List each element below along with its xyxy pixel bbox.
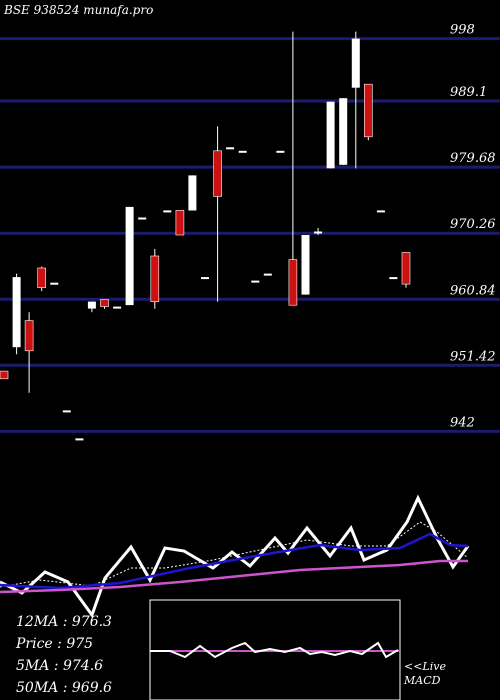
- candle: [62, 410, 71, 413]
- price-stat: Price : 975: [16, 636, 94, 652]
- macd-label: MACD: [404, 674, 441, 687]
- candle-body: [62, 410, 71, 413]
- candle: [389, 277, 398, 280]
- candle-body: [276, 150, 285, 153]
- macd-line: [150, 641, 399, 659]
- candle: [301, 235, 310, 295]
- candle: [213, 126, 222, 302]
- price-level-label: 998: [450, 23, 475, 38]
- live-label: <<Live: [404, 660, 446, 673]
- candle-body: [138, 217, 147, 220]
- candle: [100, 299, 109, 309]
- candle-body: [100, 299, 109, 307]
- candle-body: [150, 255, 160, 302]
- candle-body: [351, 38, 360, 88]
- candle-body: [75, 438, 84, 441]
- candle: [263, 273, 272, 276]
- price-level-label: 960.84: [450, 283, 496, 298]
- candle: [50, 282, 59, 285]
- candle-body: [251, 280, 260, 283]
- candle-body: [50, 282, 59, 285]
- candle: [37, 266, 47, 292]
- candle: [75, 438, 84, 441]
- candle-body: [213, 150, 222, 197]
- candle-body: [301, 235, 310, 295]
- candle: [188, 175, 197, 211]
- candle-body: [188, 175, 197, 211]
- candle-body: [113, 306, 122, 309]
- candle-body: [201, 277, 209, 280]
- candle: [0, 370, 9, 380]
- price-level-label: 970.26: [450, 217, 496, 232]
- candle: [351, 31, 360, 169]
- ma5-stat: 5MA : 974.6: [16, 658, 104, 674]
- price-level-label: 989.1: [450, 85, 487, 100]
- candle: [326, 101, 335, 169]
- ma-long-line: [0, 559, 468, 594]
- candle: [276, 150, 285, 153]
- candle-body: [175, 210, 185, 236]
- candle: [201, 277, 209, 280]
- candle: [363, 83, 373, 141]
- candles: [0, 31, 411, 441]
- candle: [125, 206, 134, 306]
- candle-body: [12, 277, 21, 348]
- candle: [339, 98, 348, 165]
- candle-body: [389, 277, 398, 280]
- chart-header: BSE 938524 munafa.pro: [4, 3, 153, 17]
- price-level-label: 951.42: [450, 349, 496, 364]
- candle-body: [263, 273, 272, 276]
- candle-body: [226, 147, 235, 150]
- indicator-panel: [0, 494, 470, 619]
- candle: [87, 301, 96, 313]
- price-level-label: 979.68: [450, 151, 496, 166]
- candle-body: [339, 98, 348, 165]
- candle: [163, 210, 172, 213]
- ma12-stat: 12MA : 976.3: [16, 614, 112, 630]
- candle: [226, 147, 235, 150]
- candle-body: [163, 210, 172, 213]
- candle-body: [125, 206, 134, 306]
- candle: [288, 31, 298, 306]
- candle-body: [314, 231, 323, 234]
- candle-body: [238, 150, 247, 153]
- security-code: 938524: [33, 3, 80, 17]
- candle: [401, 252, 411, 288]
- site-label: munafa.pro: [83, 3, 154, 17]
- price-oscillator-line: [0, 494, 470, 619]
- candle: [314, 228, 323, 235]
- candle-body: [326, 101, 335, 169]
- candle: [238, 150, 247, 153]
- ma-short-line: [0, 532, 469, 590]
- candle: [138, 217, 147, 220]
- price-level-labels: 998 989.1 979.68 970.26 960.84 951.42 942: [450, 23, 496, 431]
- candle: [175, 210, 185, 236]
- candle-body: [401, 252, 411, 285]
- candle: [24, 312, 34, 393]
- candle-body: [363, 83, 373, 138]
- candle: [251, 280, 260, 283]
- candle-body: [0, 370, 9, 380]
- candle: [150, 249, 160, 309]
- candle: [12, 273, 21, 355]
- price-level-label: 942: [450, 415, 475, 430]
- candle: [376, 210, 385, 213]
- candle-body: [376, 210, 385, 213]
- candle-body: [24, 320, 34, 352]
- exchange-label: BSE: [4, 3, 30, 17]
- ma50-stat: 50MA : 969.6: [16, 680, 112, 696]
- candle-body: [37, 267, 47, 288]
- candle-body: [288, 259, 298, 306]
- candle-body: [87, 301, 96, 309]
- price-grid: [0, 37, 500, 433]
- candle: [113, 306, 122, 309]
